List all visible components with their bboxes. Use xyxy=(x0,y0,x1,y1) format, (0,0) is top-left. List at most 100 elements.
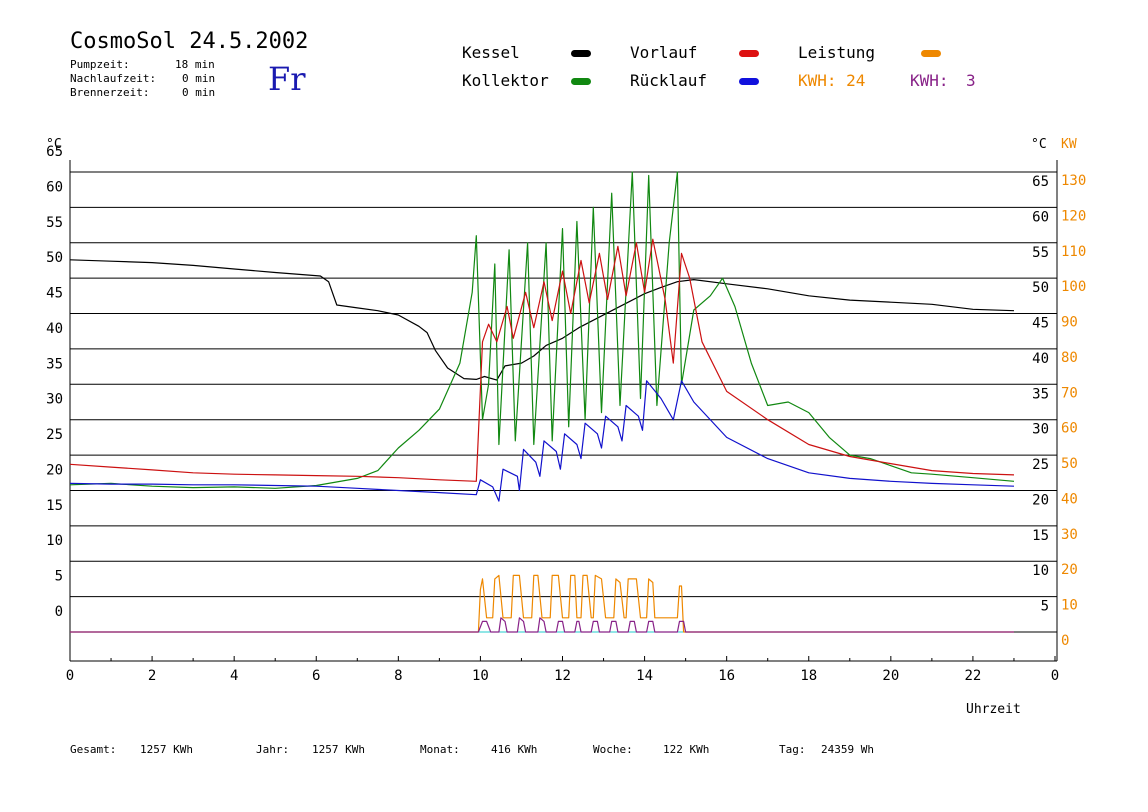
footer-jahr-label: Jahr: xyxy=(256,743,290,756)
x-tick-4: 8 xyxy=(394,668,402,684)
legend-label-kollektor: Kollektor xyxy=(462,71,549,90)
y-tick-left-65: 65 xyxy=(46,144,63,160)
y-tick-kw-10: 10 xyxy=(1061,598,1078,614)
footer-gesamt-label: Gesamt: xyxy=(70,743,117,756)
y-tick-kw-0: 0 xyxy=(1061,633,1069,649)
legend-kwh-2-value: 3 xyxy=(966,71,976,90)
x-tick-5: 10 xyxy=(472,668,489,684)
axes xyxy=(69,160,1058,662)
series-line-kwh xyxy=(70,617,1014,633)
legend-label-leistung: Leistung xyxy=(798,43,876,62)
y-tick-left-20: 20 xyxy=(46,462,63,478)
x-tick-6: 12 xyxy=(554,668,571,684)
tick-labels: 0510152025303540455055606551015202530354… xyxy=(46,144,1086,684)
footer-jahr-value: 1257 KWh xyxy=(312,743,365,756)
legend-swatch-leistung xyxy=(921,50,941,57)
series-line-leistung xyxy=(70,574,1014,633)
x-tick-10: 20 xyxy=(882,668,899,684)
y-tick-left-60: 60 xyxy=(46,179,63,195)
data-series xyxy=(69,171,1015,633)
legend-label-vorlauf: Vorlauf xyxy=(630,43,698,62)
y-tick-left-10: 10 xyxy=(46,533,63,549)
y-tick-right-65: 65 xyxy=(1032,174,1049,190)
y-tick-kw-70: 70 xyxy=(1061,385,1078,401)
series-line-kessel xyxy=(69,259,1015,381)
x-tick-12: 0 xyxy=(1051,668,1059,684)
y-tick-left-30: 30 xyxy=(46,392,63,408)
legend-swatch-kollektor xyxy=(571,78,591,85)
overrun-time-label: Nachlaufzeit: xyxy=(70,72,157,85)
y-tick-kw-40: 40 xyxy=(1061,491,1078,507)
legend-label-kessel: Kessel xyxy=(462,43,520,62)
y-tick-left-45: 45 xyxy=(46,286,63,302)
y-tick-right-20: 20 xyxy=(1032,492,1049,508)
y-tick-right-40: 40 xyxy=(1032,351,1049,367)
legend-label-ruecklauf: Rücklauf xyxy=(630,71,708,90)
x-tick-9: 18 xyxy=(800,668,817,684)
series-line-vorlauf xyxy=(69,238,1015,482)
legend-swatch-ruecklauf xyxy=(739,78,759,85)
y-tick-left-25: 25 xyxy=(46,427,63,443)
x-tick-1: 2 xyxy=(148,668,156,684)
legend-kwh-2-label: KWH: xyxy=(910,71,949,90)
y-tick-right-30: 30 xyxy=(1032,422,1049,438)
y-tick-kw-90: 90 xyxy=(1061,315,1078,331)
y-tick-left-35: 35 xyxy=(46,356,63,372)
y-tick-left-15: 15 xyxy=(46,498,63,514)
y-tick-right-5: 5 xyxy=(1041,599,1049,615)
y-tick-kw-20: 20 xyxy=(1061,562,1078,578)
y-tick-left-5: 5 xyxy=(55,569,63,585)
burner-time-label: Brennerzeit: xyxy=(70,86,150,99)
x-tick-8: 16 xyxy=(718,668,735,684)
y-tick-right-25: 25 xyxy=(1032,457,1049,473)
x-tick-3: 6 xyxy=(312,668,320,684)
series-line-kollektor xyxy=(69,171,1015,489)
burner-time-value: 0 min xyxy=(182,86,216,99)
footer-woche-value: 122 KWh xyxy=(663,743,710,756)
page-title: CosmoSol 24.5.2002 xyxy=(70,29,309,54)
footer-tag-value: 24359 Wh xyxy=(821,743,874,756)
y-axis-left-unit: °C xyxy=(46,137,62,152)
weekday-label: Fr xyxy=(268,60,306,98)
series-line-r-cklauf xyxy=(69,380,1015,502)
y-tick-kw-30: 30 xyxy=(1061,527,1078,543)
legend-kwh-total: KWH: 24 xyxy=(798,71,866,90)
y-tick-left-50: 50 xyxy=(46,250,63,266)
footer-woche-label: Woche: xyxy=(593,743,633,756)
y-tick-kw-130: 130 xyxy=(1061,173,1086,189)
y-tick-right-15: 15 xyxy=(1032,528,1049,544)
y-axis-kw-unit: KW xyxy=(1061,137,1077,152)
legend-swatch-kessel xyxy=(571,50,591,57)
y-tick-kw-50: 50 xyxy=(1061,456,1078,472)
y-tick-kw-80: 80 xyxy=(1061,350,1078,366)
pump-time-label: Pumpzeit: xyxy=(70,58,130,71)
overrun-time-value: 0 min xyxy=(182,72,216,85)
footer-gesamt-value: 1257 KWh xyxy=(140,743,193,756)
legend-swatch-vorlauf xyxy=(739,50,759,57)
y-tick-right-35: 35 xyxy=(1032,386,1049,402)
x-tick-2: 4 xyxy=(230,668,238,684)
x-tick-7: 14 xyxy=(636,668,653,684)
y-axis-right-unit: °C xyxy=(1031,137,1047,152)
footer-tag-label: Tag: xyxy=(779,743,806,756)
y-tick-right-50: 50 xyxy=(1032,280,1049,296)
y-tick-left-0: 0 xyxy=(55,604,63,620)
x-tick-11: 22 xyxy=(964,668,981,684)
y-tick-kw-110: 110 xyxy=(1061,244,1086,260)
x-axis-label: Uhrzeit xyxy=(966,702,1021,717)
footer-monat-value: 416 KWh xyxy=(491,743,538,756)
x-tick-0: 0 xyxy=(66,668,74,684)
y-tick-kw-100: 100 xyxy=(1061,279,1086,295)
y-tick-right-55: 55 xyxy=(1032,245,1049,261)
y-tick-kw-120: 120 xyxy=(1061,208,1086,224)
y-tick-kw-60: 60 xyxy=(1061,421,1078,437)
grid-lines xyxy=(70,171,1057,633)
footer-monat-label: Monat: xyxy=(420,743,460,756)
y-tick-right-45: 45 xyxy=(1032,316,1049,332)
y-tick-left-55: 55 xyxy=(46,215,63,231)
pump-time-value: 18 min xyxy=(175,58,215,71)
y-tick-right-10: 10 xyxy=(1032,563,1049,579)
y-tick-left-40: 40 xyxy=(46,321,63,337)
y-tick-right-60: 60 xyxy=(1032,209,1049,225)
